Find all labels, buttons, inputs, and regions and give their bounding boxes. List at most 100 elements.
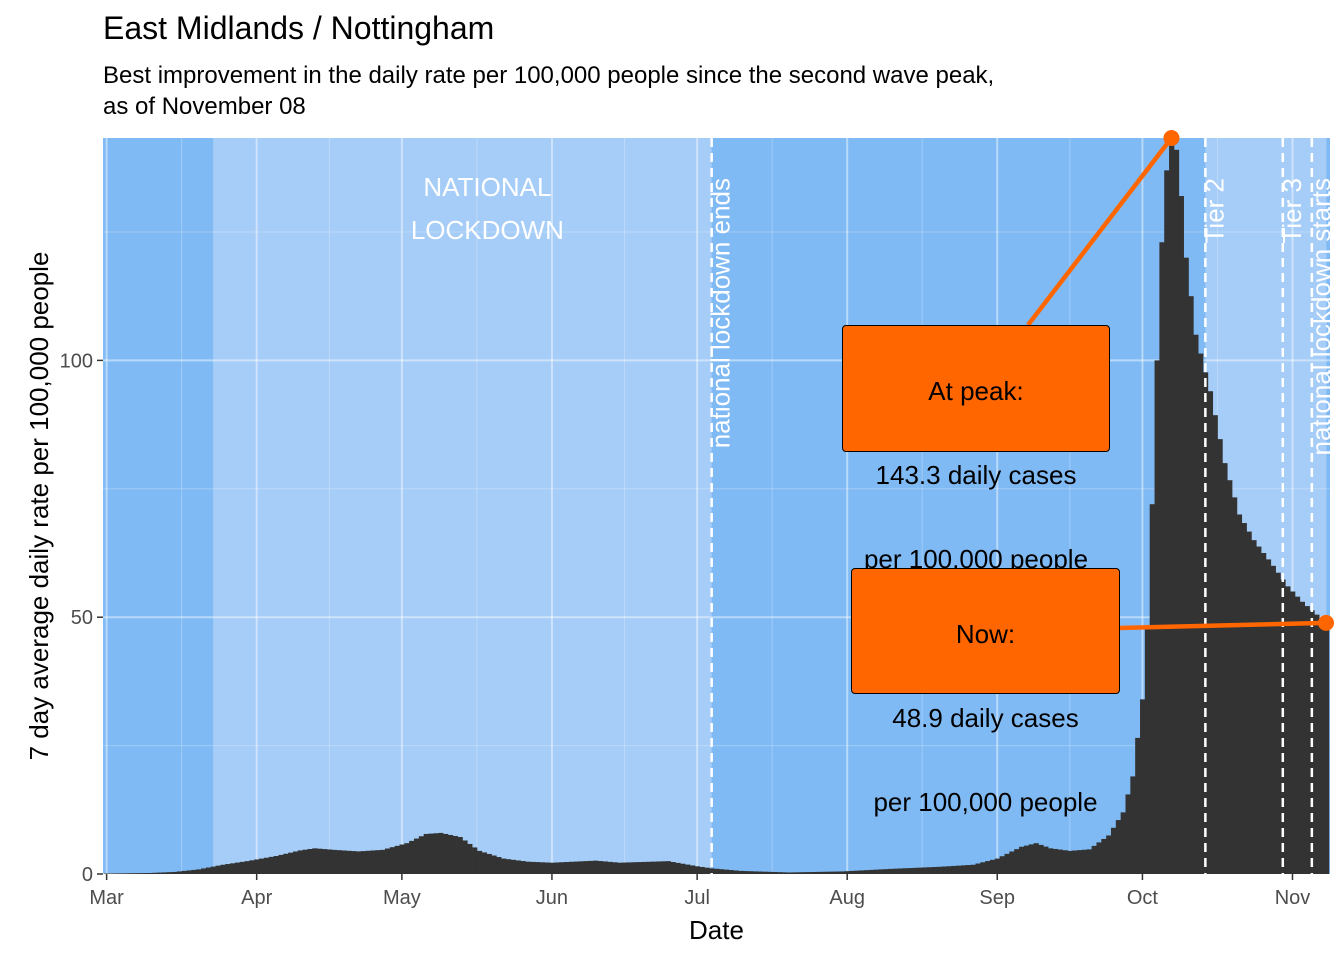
bar [907, 868, 913, 874]
bar [128, 873, 134, 874]
bar [351, 851, 357, 874]
bar [167, 872, 173, 874]
bar [1135, 737, 1141, 874]
bar [1033, 843, 1039, 874]
bar [1048, 848, 1054, 874]
bar [597, 861, 604, 874]
bar [1207, 391, 1214, 874]
bar [641, 861, 647, 874]
event-markers: national lockdown ends Tier 2 Tier 3 nation… [706, 138, 1336, 874]
bar [491, 855, 497, 874]
bar [927, 867, 933, 874]
bar [389, 847, 396, 874]
bar [1014, 849, 1020, 874]
bar [1004, 853, 1010, 874]
bar [549, 862, 555, 874]
annotation-pointers [1026, 130, 1334, 631]
chart-title: East Midlands / Nottingham [103, 10, 495, 46]
bar [215, 865, 221, 874]
bar [1188, 296, 1194, 875]
bar [1057, 849, 1063, 874]
bar [413, 838, 420, 874]
bar [801, 872, 807, 874]
bar [786, 872, 792, 874]
bar [1304, 606, 1310, 874]
bar [341, 850, 347, 874]
bar [360, 851, 366, 874]
x-tick-label: Nov [1275, 887, 1311, 909]
bar [1125, 794, 1131, 874]
bar [675, 862, 681, 874]
bar [1159, 242, 1165, 874]
bar [709, 868, 715, 874]
bar [917, 867, 923, 874]
event-label: Tier 2 [1199, 178, 1229, 244]
bar [1217, 439, 1223, 874]
bar [573, 861, 579, 874]
bar [104, 873, 110, 874]
bar [336, 850, 342, 874]
bar [965, 865, 972, 874]
peak-point [1163, 130, 1180, 146]
bar [718, 869, 725, 874]
bar [109, 873, 115, 874]
bar [1169, 138, 1175, 874]
bar [728, 870, 734, 874]
x-axis-title: Date [689, 915, 744, 945]
bar [893, 868, 899, 874]
bar [539, 862, 546, 874]
bar [694, 866, 700, 874]
bar [191, 869, 197, 874]
bar [723, 869, 730, 874]
bar [1246, 531, 1252, 874]
y-tick-label: 100 [60, 350, 93, 372]
bar [810, 871, 817, 874]
bar [1086, 849, 1093, 874]
bar [1144, 627, 1151, 874]
bar [428, 833, 434, 874]
bar [1314, 614, 1320, 874]
bar [1299, 601, 1305, 874]
now-annotation-line-2: 48.9 daily cases [892, 703, 1079, 733]
bar [152, 872, 158, 874]
bar [946, 866, 952, 874]
bar [1052, 848, 1059, 874]
bar [1072, 850, 1078, 874]
bar [631, 862, 638, 874]
bar [989, 859, 996, 874]
bar [254, 859, 260, 874]
bar [1077, 850, 1083, 874]
bar [1261, 552, 1267, 874]
bar [365, 850, 371, 874]
bar [118, 873, 124, 874]
bar [689, 865, 696, 874]
x-tick-label: May [383, 887, 421, 909]
bar [438, 832, 444, 874]
event-label: national lockdown ends [706, 178, 736, 448]
x-tick-label: Jul [684, 887, 710, 909]
bar [1019, 846, 1025, 874]
bar [559, 862, 565, 874]
bar [486, 853, 492, 874]
bar [593, 860, 599, 874]
bar [873, 869, 880, 874]
bar [1164, 170, 1170, 874]
bar [1178, 196, 1184, 874]
bar [433, 833, 439, 874]
x-tick-label: Jun [536, 887, 568, 909]
bar [670, 862, 676, 874]
bar [655, 861, 662, 874]
x-tick-label: Oct [1127, 887, 1159, 909]
bar [472, 847, 478, 874]
chart-subtitle: Best improvement in the daily rate per 1… [103, 62, 995, 120]
bar [757, 871, 763, 874]
bar [1275, 572, 1281, 874]
bar [747, 871, 754, 874]
bar [970, 864, 976, 874]
period-label-line: NATIONAL [423, 172, 551, 202]
bar [404, 843, 410, 874]
x-tick-label: Mar [89, 887, 124, 909]
bar [481, 852, 487, 874]
bar [181, 870, 187, 874]
